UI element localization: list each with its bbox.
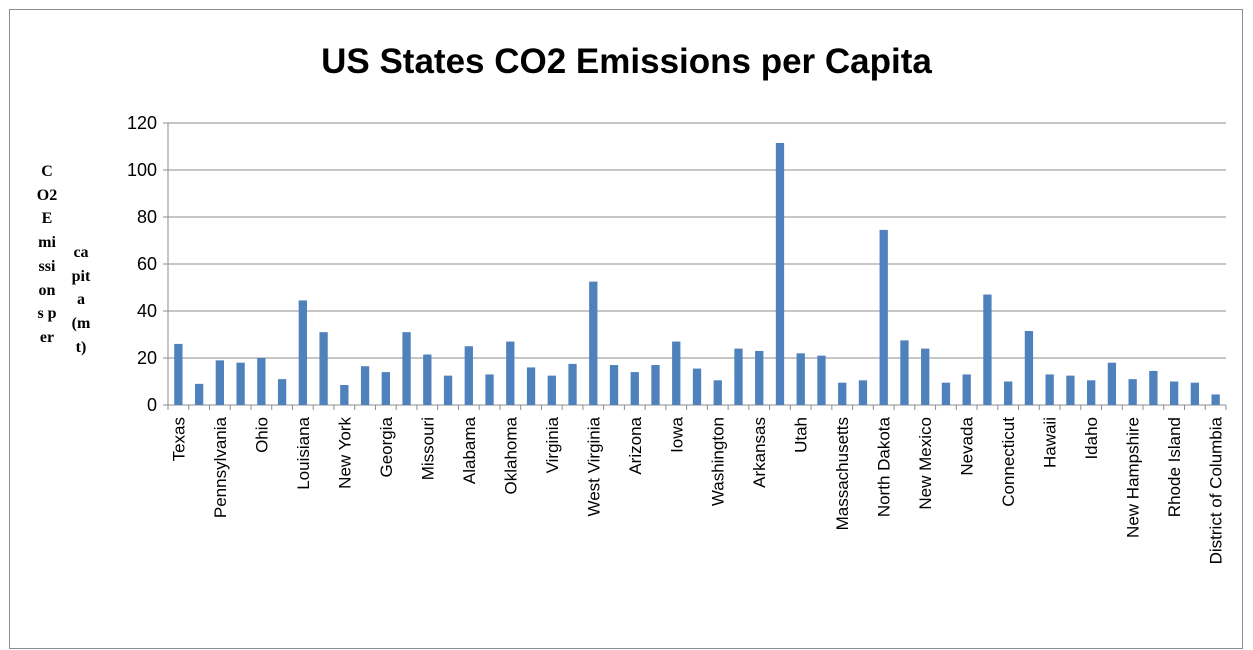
bar-utah [796,353,805,405]
bar-oklahoma [506,341,515,405]
bar-district-of-columbia [1211,394,1220,405]
bar-unlabeled-29 [775,142,785,405]
y-tick-label-20: 20 [137,348,157,368]
x-tick-label-connecticut: Connecticut [999,417,1018,507]
bar-unlabeled-43 [1066,375,1075,406]
bar-unlabeled-25 [692,368,702,405]
bar-missouri [423,354,432,405]
bar-new-mexico [921,348,930,405]
bar-iowa [672,341,681,405]
bar-unlabeled-35 [900,340,909,406]
x-tick-label-massachusetts: Massachusetts [833,417,852,530]
bar-unlabeled-3 [236,362,245,405]
bar-arkansas [755,350,764,405]
x-tick-label-idaho: Idaho [1082,417,1101,460]
y-tick-label-100: 100 [127,160,157,180]
bar-unlabeled-37 [941,382,951,405]
bar-unlabeled-19 [568,363,577,406]
bar-nevada [962,374,971,405]
bar-idaho [1087,380,1096,405]
bar-massachusetts [838,382,847,405]
bar-ohio [257,358,266,405]
bar-louisiana [298,300,307,405]
bar-unlabeled-15 [485,374,494,405]
bar-west-virginia [589,281,598,406]
y-tick-label-40: 40 [137,301,157,321]
bar-unlabeled-41 [1024,330,1034,405]
x-tick-label-georgia: Georgia [377,416,396,477]
x-tick-label-rhode-island: Rhode Island [1165,417,1184,517]
bar-washington [713,380,722,405]
y-tick-label-60: 60 [137,254,157,274]
bar-arizona [630,372,639,405]
x-tick-label-west-virginia: West Virginia [584,416,603,516]
bar-unlabeled-1 [194,383,204,405]
x-tick-label-missouri: Missouri [418,417,437,480]
x-tick-label-virginia: Virginia [543,416,562,473]
bar-unlabeled-45 [1107,362,1117,405]
bar-unlabeled-13 [443,375,453,406]
y-axis-label-line-2: capita (mt) [71,244,91,356]
x-tick-label-texas: Texas [169,417,188,461]
x-tick-label-ohio: Ohio [252,417,271,453]
y-tick-label-120: 120 [127,113,157,133]
x-tick-label-louisiana: Louisiana [294,416,313,489]
bar-unlabeled-11 [402,332,411,405]
bar-unlabeled-47 [1149,370,1158,405]
bar-pennsylvania [215,360,225,405]
x-tick-label-arizona: Arizona [626,416,645,474]
x-tick-label-new-hampshire: New Hampshire [1124,417,1143,538]
x-tick-label-washington: Washington [709,417,728,506]
x-tick-label-utah: Utah [792,417,811,453]
bar-unlabeled-5 [277,379,287,405]
y-axis-label-line-1: CO2 Emissions per [36,163,58,346]
bar-hawaii [1045,374,1054,405]
y-tick-label-0: 0 [147,395,157,415]
y-tick-label-80: 80 [137,207,157,227]
bar-virginia [547,375,556,406]
bar-unlabeled-33 [858,380,868,405]
bar-north-dakota [879,229,888,405]
bar-texas [174,343,183,405]
x-tick-label-pennsylvania: Pennsylvania [211,416,230,518]
bar-unlabeled-9 [360,366,370,405]
chart-frame [9,9,1243,649]
x-tick-label-oklahoma: Oklahoma [501,416,520,494]
bar-new-hampshire [1128,379,1137,405]
bar-new-york [340,385,349,405]
bar-unlabeled-17 [526,367,536,405]
bar-unlabeled-21 [609,365,619,405]
x-tick-label-alabama: Alabama [460,416,479,484]
bar-unlabeled-31 [817,355,826,405]
bar-unlabeled-27 [734,348,743,405]
bar-alabama [464,346,473,405]
x-tick-label-district-of-columbia: District of Columbia [1207,416,1226,564]
x-tick-label-new-mexico: New Mexico [916,417,935,510]
x-tick-label-iowa: Iowa [667,416,686,452]
bar-unlabeled-7 [319,332,328,405]
x-tick-label-nevada: Nevada [958,416,977,475]
chart-title: US States CO2 Emissions per Capita [321,42,932,81]
bar-georgia [381,372,390,405]
bar-unlabeled-23 [651,365,660,405]
bar-unlabeled-49 [1190,382,1200,405]
bar-unlabeled-39 [983,294,992,405]
x-tick-label-arkansas: Arkansas [750,417,769,488]
x-tick-label-north-dakota: North Dakota [875,416,894,517]
bar-rhode-island [1169,381,1179,405]
bar-connecticut [1004,381,1013,405]
x-tick-label-hawaii: Hawaii [1041,417,1060,468]
x-tick-label-new-york: New York [335,417,354,489]
